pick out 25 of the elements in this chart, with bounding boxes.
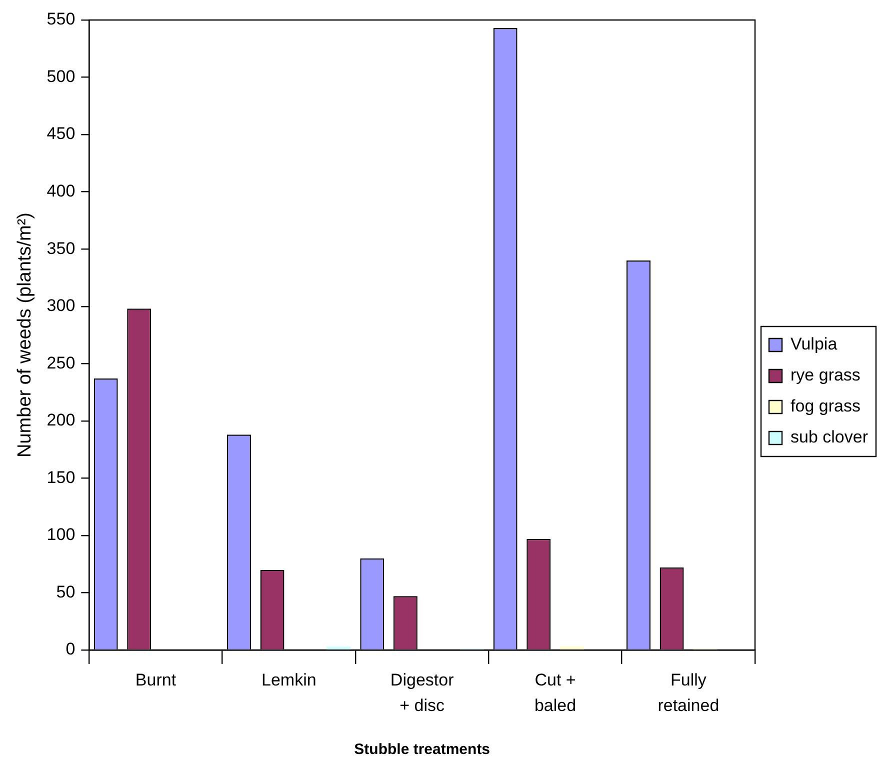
- y-tick-label: 50: [56, 582, 76, 602]
- y-tick-label: 550: [46, 10, 76, 29]
- x-tick-label: Digestor + disc: [390, 670, 454, 715]
- legend-label: fog grass: [790, 396, 860, 416]
- y-tick-label: 400: [46, 182, 76, 201]
- legend-label: sub clover: [790, 428, 868, 447]
- y-tick-label: 0: [66, 640, 76, 659]
- x-axis-title: Stubble treatments: [354, 741, 490, 758]
- y-tick-label: 350: [46, 238, 76, 258]
- x-tick-label: Lemkin: [262, 670, 316, 690]
- bar: [326, 646, 351, 650]
- x-tick-label: Fully retained: [658, 670, 720, 715]
- y-tick-label: 100: [46, 525, 76, 544]
- y-tick-label: 150: [46, 468, 76, 487]
- y-tick-label: 300: [46, 296, 76, 316]
- y-tick-label: 500: [46, 66, 76, 86]
- legend-label: Vulpia: [790, 334, 838, 354]
- y-tick-label: 200: [46, 410, 76, 430]
- y-tick-label: 250: [46, 353, 76, 372]
- y-axis-title: Number of weeds (plants/m²): [14, 212, 36, 458]
- y-tick-label: 450: [46, 124, 76, 144]
- legend-label: rye grass: [790, 366, 860, 385]
- x-tick-label: Burnt: [135, 670, 176, 690]
- x-tick-label: Cut + baled: [534, 670, 576, 715]
- bar: [560, 646, 584, 650]
